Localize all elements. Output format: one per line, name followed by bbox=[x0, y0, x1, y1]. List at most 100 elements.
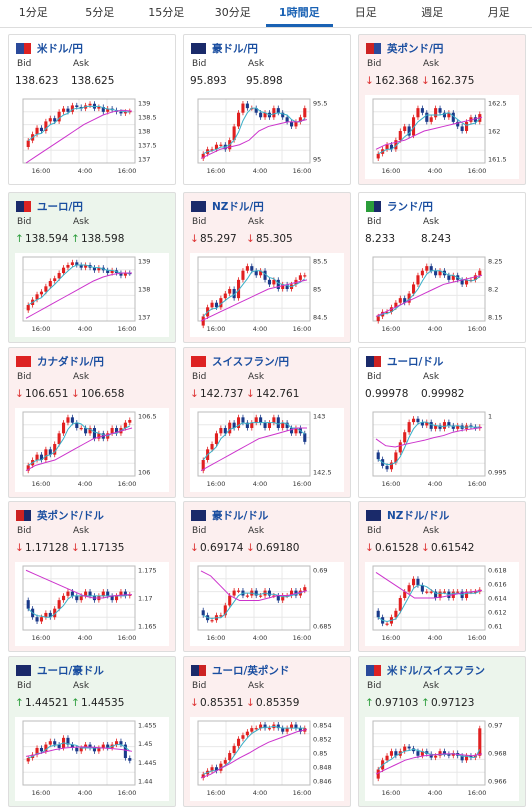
candle bbox=[245, 731, 249, 736]
rate-card[interactable]: 英ポンド/ドル Bid Ask ↓1.17128 ↓1.17135 1.175 1.17 1.… bbox=[8, 501, 176, 652]
x-tick-label: 16:00 bbox=[32, 480, 51, 488]
bid-value: 0.99978 bbox=[365, 388, 408, 400]
tab-3[interactable]: 30分足 bbox=[214, 6, 251, 19]
rate-card[interactable]: ユーロ/英ポンド Bid Ask ↓0.85351 ↓0.85359 0.854 0.852… bbox=[183, 656, 351, 807]
candle bbox=[407, 585, 411, 592]
x-tick-label: 16:00 bbox=[207, 789, 226, 797]
tab-0[interactable]: 1分足 bbox=[18, 6, 48, 19]
y-tick-label: 1.455 bbox=[138, 722, 157, 730]
currency-pair-link[interactable]: NZドル/ドル bbox=[387, 509, 450, 522]
candle bbox=[236, 590, 241, 592]
tab-1[interactable]: 5分足 bbox=[85, 6, 115, 19]
currency-pair-link[interactable]: 米ドル/円 bbox=[37, 42, 83, 55]
candle bbox=[442, 422, 447, 429]
tab-7[interactable]: 月足 bbox=[487, 6, 510, 19]
rate-card[interactable]: 米ドル/円 Bid Ask 138.623 138.625 139 138.5 138 137.… bbox=[8, 34, 176, 185]
rate-card[interactable]: 豪ドル/円 Bid Ask 95.893 95.898 95.5 95 16:00 4:00 16… bbox=[183, 34, 351, 185]
candle bbox=[411, 117, 416, 136]
tab-2[interactable]: 15分足 bbox=[148, 6, 185, 19]
candle bbox=[39, 127, 44, 131]
rate-card[interactable]: ランド/円 Bid Ask 8.233 8.243 8.25 8.2 8.15 16:00 4:0… bbox=[358, 192, 526, 343]
currency-pair-link[interactable]: NZドル/円 bbox=[212, 200, 264, 213]
currency-pair-link[interactable]: ランド/円 bbox=[387, 200, 433, 213]
candle bbox=[478, 270, 482, 276]
candle bbox=[236, 738, 241, 746]
x-tick-label: 16:00 bbox=[293, 634, 312, 642]
candle bbox=[232, 590, 236, 596]
ask-label: Ask bbox=[423, 217, 440, 227]
tab-6[interactable]: 週足 bbox=[421, 6, 444, 19]
candle bbox=[416, 275, 420, 285]
candle bbox=[79, 428, 83, 430]
candle bbox=[79, 595, 83, 601]
candle bbox=[101, 107, 105, 112]
x-tick-label: 16:00 bbox=[382, 634, 401, 642]
candle bbox=[75, 747, 79, 752]
x-tick-label: 16:00 bbox=[468, 634, 487, 642]
currency-pair-link[interactable]: ユーロ/英ポンド bbox=[212, 664, 290, 677]
card-title-row: ランド/円 bbox=[366, 199, 433, 213]
rate-card[interactable]: カナダドル/円 Bid Ask ↓106.651 ↓106.658 106.5 106 16:… bbox=[8, 347, 176, 498]
rate-card[interactable]: ユーロ/円 Bid Ask ↑138.594 ↑138.598 139 138 137 16:0… bbox=[8, 192, 176, 343]
bid-label: Bid bbox=[367, 372, 382, 382]
currency-pair-link[interactable]: カナダドル/円 bbox=[37, 355, 104, 368]
candle bbox=[403, 126, 407, 131]
tab-5[interactable]: 日足 bbox=[354, 6, 377, 19]
currency-pair-link[interactable]: 米ドル/スイスフラン bbox=[387, 664, 486, 677]
currency-pair-link[interactable]: ユーロ/ドル bbox=[387, 355, 444, 368]
currency-pair-link[interactable]: ユーロ/豪ドル bbox=[37, 664, 104, 677]
ask-label: Ask bbox=[248, 526, 265, 536]
currency-pair-link[interactable]: スイスフラン/円 bbox=[212, 355, 290, 368]
arrow-down-icon: ↓ bbox=[15, 542, 24, 554]
currency-pair-link[interactable]: 豪ドル/円 bbox=[212, 42, 258, 55]
arrow-down-icon: ↓ bbox=[190, 542, 199, 554]
rate-card[interactable]: NZドル/ドル Bid Ask ↓0.61528 ↓0.61542 0.618 0.616 0… bbox=[358, 501, 526, 652]
rate-card[interactable]: スイスフラン/円 Bid Ask ↓142.737 ↓142.761 143 142.5 16… bbox=[183, 347, 351, 498]
currency-pair-link[interactable]: 英ポンド/ドル bbox=[37, 509, 104, 522]
candle bbox=[26, 758, 30, 762]
rate-card[interactable]: 米ドル/スイスフラン Bid Ask ↑0.97103 ↑0.97123 0.97 0.96… bbox=[358, 656, 526, 807]
bid-label: Bid bbox=[192, 372, 207, 382]
rate-card[interactable]: ユーロ/ドル Bid Ask 0.99978 0.99982 1 0.995 16:00 4:0… bbox=[358, 347, 526, 498]
bid-value-text: 162.368 bbox=[375, 75, 419, 87]
bid-label: Bid bbox=[192, 59, 207, 69]
tab-4[interactable]: 1時間足 bbox=[266, 0, 333, 27]
y-tick-label: 0.846 bbox=[313, 778, 332, 786]
y-tick-label: 1.44 bbox=[138, 778, 152, 786]
bid-label: Bid bbox=[367, 681, 382, 691]
candle bbox=[303, 275, 307, 277]
rate-card[interactable]: NZドル/円 Bid Ask ↓85.297 ↓85.305 85.5 85 84.5 16:0… bbox=[183, 192, 351, 343]
candle bbox=[61, 108, 66, 112]
candle bbox=[285, 728, 289, 732]
candle bbox=[48, 449, 52, 455]
arrow-down-icon: ↓ bbox=[365, 75, 374, 87]
x-tick-label: 16:00 bbox=[32, 167, 51, 175]
currency-pair-link[interactable]: 英ポンド/円 bbox=[387, 42, 444, 55]
rate-card[interactable]: ユーロ/豪ドル Bid Ask ↑1.44521 ↑1.44535 1.455 1.45 1.… bbox=[8, 656, 176, 807]
rate-card[interactable]: 英ポンド/円 Bid Ask ↓162.368 ↓162.375 162.5 162 161.… bbox=[358, 34, 526, 185]
candle bbox=[407, 126, 411, 136]
candle bbox=[254, 108, 258, 113]
currency-pair-link[interactable]: ユーロ/円 bbox=[37, 200, 83, 213]
candle bbox=[385, 144, 389, 150]
candle bbox=[106, 270, 110, 273]
ask-value: ↓85.305 bbox=[246, 233, 293, 245]
currency-pair-link[interactable]: 豪ドル/ドル bbox=[212, 509, 269, 522]
x-tick-label: 16:00 bbox=[207, 325, 226, 333]
rate-card[interactable]: 豪ドル/ドル Bid Ask ↓0.69174 ↓0.69180 0.69 0.685 16:… bbox=[183, 501, 351, 652]
